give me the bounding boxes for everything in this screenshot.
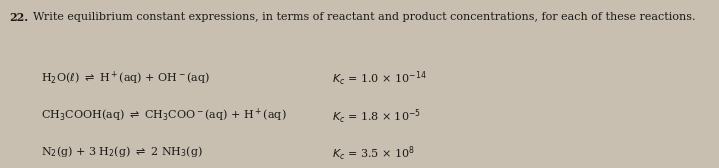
Text: Write equilibrium constant expressions, in terms of reactant and product concent: Write equilibrium constant expressions, … (32, 12, 695, 22)
Text: CH$_3$COOH(aq) $\rightleftharpoons$ CH$_3$COO$^-$(aq) + H$^+$(aq): CH$_3$COOH(aq) $\rightleftharpoons$ CH$_… (42, 107, 287, 124)
Text: $K_c$ = 3.5 × 10$^{8}$: $K_c$ = 3.5 × 10$^{8}$ (332, 144, 416, 163)
Text: N$_2$(g) + 3 H$_2$(g) $\rightleftharpoons$ 2 NH$_3$(g): N$_2$(g) + 3 H$_2$(g) $\rightleftharpoon… (42, 144, 203, 159)
Text: H$_2$O($\ell$) $\rightleftharpoons$ H$^+$(aq) + OH$^-$(aq): H$_2$O($\ell$) $\rightleftharpoons$ H$^+… (42, 70, 211, 87)
Text: $K_c$ = 1.8 × 10$^{-5}$: $K_c$ = 1.8 × 10$^{-5}$ (332, 107, 421, 125)
Text: $K_c$ = 1.0 × 10$^{-14}$: $K_c$ = 1.0 × 10$^{-14}$ (332, 70, 427, 88)
Text: 22.: 22. (9, 12, 29, 23)
